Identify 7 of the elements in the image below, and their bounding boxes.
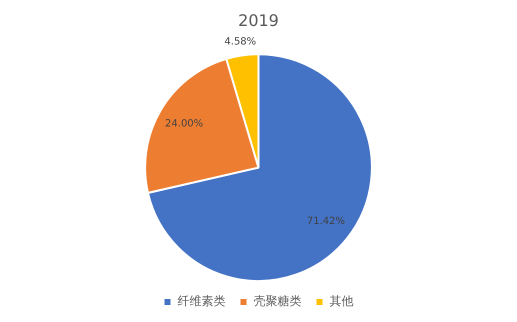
data-label: 71.42% [306, 216, 345, 227]
legend-label: 纤维素类 [178, 294, 226, 308]
data-label: 4.58% [224, 36, 256, 48]
legend-label: 壳聚糖类 [254, 294, 302, 308]
legend-label: 其他 [330, 294, 354, 308]
data-label: 24.00% [165, 118, 204, 130]
chart-title: 2019 [238, 10, 279, 30]
